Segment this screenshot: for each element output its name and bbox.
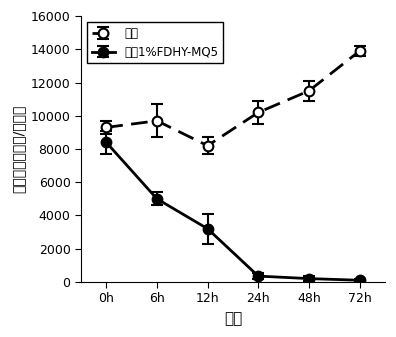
Legend: 对照, 添加1%FDHY-MQ5: 对照, 添加1%FDHY-MQ5 <box>87 22 223 63</box>
Y-axis label: 藻细胞浓度（个/毫升）: 藻细胞浓度（个/毫升） <box>11 105 25 193</box>
X-axis label: 时间: 时间 <box>224 311 242 326</box>
